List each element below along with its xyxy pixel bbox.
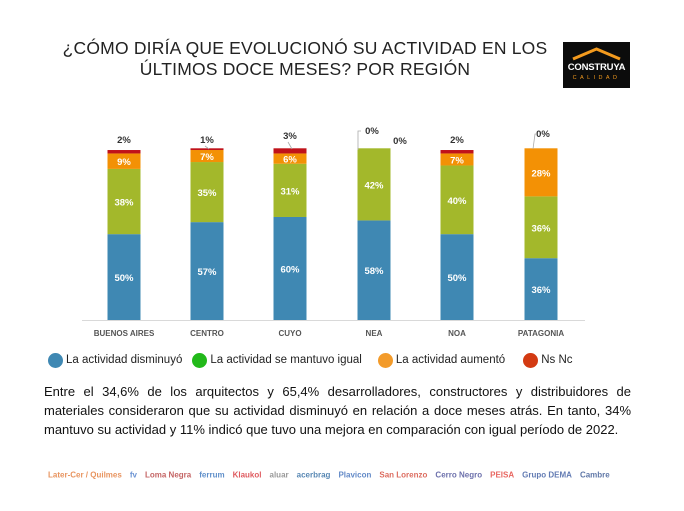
data-label-nsnc: 0% bbox=[393, 136, 407, 147]
bar-segment-aumento bbox=[273, 153, 307, 164]
legend-label: Ns Nc bbox=[541, 354, 573, 366]
data-label-igual: 42% bbox=[364, 180, 384, 191]
sponsor-logo: fv bbox=[129, 470, 137, 480]
data-label-nsnc: 2% bbox=[117, 135, 131, 146]
sponsor-logo: acerbrag bbox=[296, 470, 331, 480]
bar-segment-disminuyo bbox=[440, 234, 474, 320]
leader-line bbox=[204, 145, 210, 150]
legend-label: La actividad aumentó bbox=[395, 354, 506, 366]
sponsor-logo: Cambre bbox=[579, 470, 610, 480]
legend-label: La actividad disminuyó bbox=[66, 354, 183, 366]
data-label-nsnc: 1% bbox=[200, 135, 214, 146]
bar-segment-aumento bbox=[440, 153, 474, 166]
bar-segment-igual bbox=[107, 168, 141, 235]
data-label-igual: 40% bbox=[447, 196, 467, 207]
legend-swatch-icon bbox=[192, 352, 208, 368]
sponsor-logo: Grupo DEMA bbox=[522, 470, 572, 480]
leader-line bbox=[357, 130, 361, 150]
data-label-disminuyo: 50% bbox=[447, 273, 467, 284]
sponsor-logo: Klaukol bbox=[232, 470, 262, 480]
leader-line bbox=[532, 133, 537, 150]
bar-segment-igual bbox=[190, 162, 224, 223]
bar-segment-aumento bbox=[190, 150, 224, 163]
logo-text: CONSTRUYA bbox=[567, 62, 626, 73]
sponsor-logo: Cerro Negro bbox=[435, 470, 483, 480]
data-label-igual: 36% bbox=[531, 223, 551, 234]
chart-legend: La actividad disminuyó La actividad se ma… bbox=[48, 350, 583, 370]
x-tick-label: CUYO bbox=[278, 329, 301, 338]
bar-segment-igual bbox=[273, 163, 307, 217]
legend-item: La actividad se mantuvo igual bbox=[192, 352, 362, 368]
bar-segment-disminuyo bbox=[357, 220, 391, 320]
data-label-aumento-outside: 0% bbox=[365, 126, 379, 137]
bar-segment-disminuyo bbox=[524, 258, 558, 320]
data-label-nsnc: 2% bbox=[450, 135, 464, 146]
sponsor-logo: Plavicon bbox=[338, 470, 372, 480]
data-label-disminuyo: 57% bbox=[197, 267, 217, 278]
data-label-aumento: 7% bbox=[450, 155, 464, 166]
title-line-1: ¿CÓMO DIRÍA QUE EVOLUCIONÓ SU ACTIVIDAD … bbox=[62, 38, 548, 58]
sponsor-logo: ferrum bbox=[199, 470, 225, 480]
legend-item: La actividad disminuyó bbox=[48, 352, 183, 368]
data-label-igual: 38% bbox=[114, 198, 134, 209]
legend-item: Ns Nc bbox=[523, 352, 573, 368]
bar-segment-igual bbox=[357, 148, 391, 221]
data-label-nsnc: 3% bbox=[283, 131, 297, 142]
bar-segment-aumento bbox=[107, 153, 141, 169]
bar-segment-nsnc bbox=[273, 148, 307, 154]
bar-segment-igual bbox=[440, 165, 474, 235]
bar-segment-nsnc bbox=[107, 150, 141, 154]
sponsor-logo: Later-Cer / Quilmes bbox=[48, 470, 122, 480]
legend-swatch-icon bbox=[523, 352, 539, 368]
data-label-disminuyo: 50% bbox=[114, 273, 134, 284]
data-label-aumento: 9% bbox=[117, 157, 131, 168]
x-tick-label: CENTRO bbox=[190, 329, 224, 338]
x-tick-label: NOA bbox=[448, 329, 466, 338]
sponsor-logo: aluar bbox=[269, 470, 289, 480]
bar-segment-aumento bbox=[524, 148, 558, 197]
legend-item: La actividad aumentó bbox=[377, 352, 506, 368]
sponsor-logo: Loma Negra bbox=[144, 470, 192, 480]
bar-segment-disminuyo bbox=[107, 234, 141, 320]
legend-label: La actividad se mantuvo igual bbox=[210, 354, 362, 366]
data-label-disminuyo: 58% bbox=[364, 266, 384, 277]
data-label-nsnc: 0% bbox=[536, 129, 550, 140]
bar-segment-disminuyo bbox=[273, 216, 307, 320]
legend-swatch-icon bbox=[377, 352, 393, 368]
legend-swatch-icon bbox=[48, 352, 63, 368]
title-line-2: ÚLTIMOS DOCE MESES? POR REGIÓN bbox=[139, 59, 471, 79]
bar-segment-disminuyo bbox=[190, 222, 224, 320]
leader-line bbox=[287, 141, 293, 150]
summary-paragraph: Entre el 34,6% de los arquitectos y 65,4… bbox=[44, 384, 631, 437]
bar-segment-nsnc bbox=[440, 150, 474, 154]
data-label-aumento: 7% bbox=[200, 152, 214, 163]
bar-segment-igual bbox=[524, 196, 558, 259]
logo-subtext: CALIDAD bbox=[572, 75, 621, 81]
data-label-disminuyo: 36% bbox=[531, 285, 551, 296]
data-label-igual: 31% bbox=[280, 186, 300, 197]
sponsor-logo: San Lorenzo bbox=[379, 470, 428, 480]
data-label-aumento: 28% bbox=[531, 168, 551, 179]
roof-icon bbox=[572, 47, 621, 61]
x-tick-label: PATAGONIA bbox=[518, 329, 564, 338]
x-tick-label: NEA bbox=[366, 329, 383, 338]
chart-title: ¿CÓMO DIRÍA QUE EVOLUCIONÓ SU ACTIVIDAD … bbox=[60, 38, 550, 80]
stacked-bar-chart: 50% 38% 9% 2% BUENOS AIRES 57% 35% 7% 1% CENTRO 60… bbox=[82, 126, 585, 338]
bar-segment-nsnc bbox=[190, 148, 224, 151]
sponsor-logos: Later-Cer / Quilmes fv Loma Negra ferrum Kla… bbox=[48, 471, 618, 480]
data-label-disminuyo: 60% bbox=[280, 264, 300, 275]
data-label-aumento: 6% bbox=[283, 155, 297, 166]
data-label-igual: 35% bbox=[197, 188, 217, 199]
x-tick-label: BUENOS AIRES bbox=[94, 329, 155, 338]
sponsor-logo: PEISA bbox=[490, 470, 515, 480]
construya-logo: CONSTRUYA CALIDAD bbox=[563, 42, 630, 88]
